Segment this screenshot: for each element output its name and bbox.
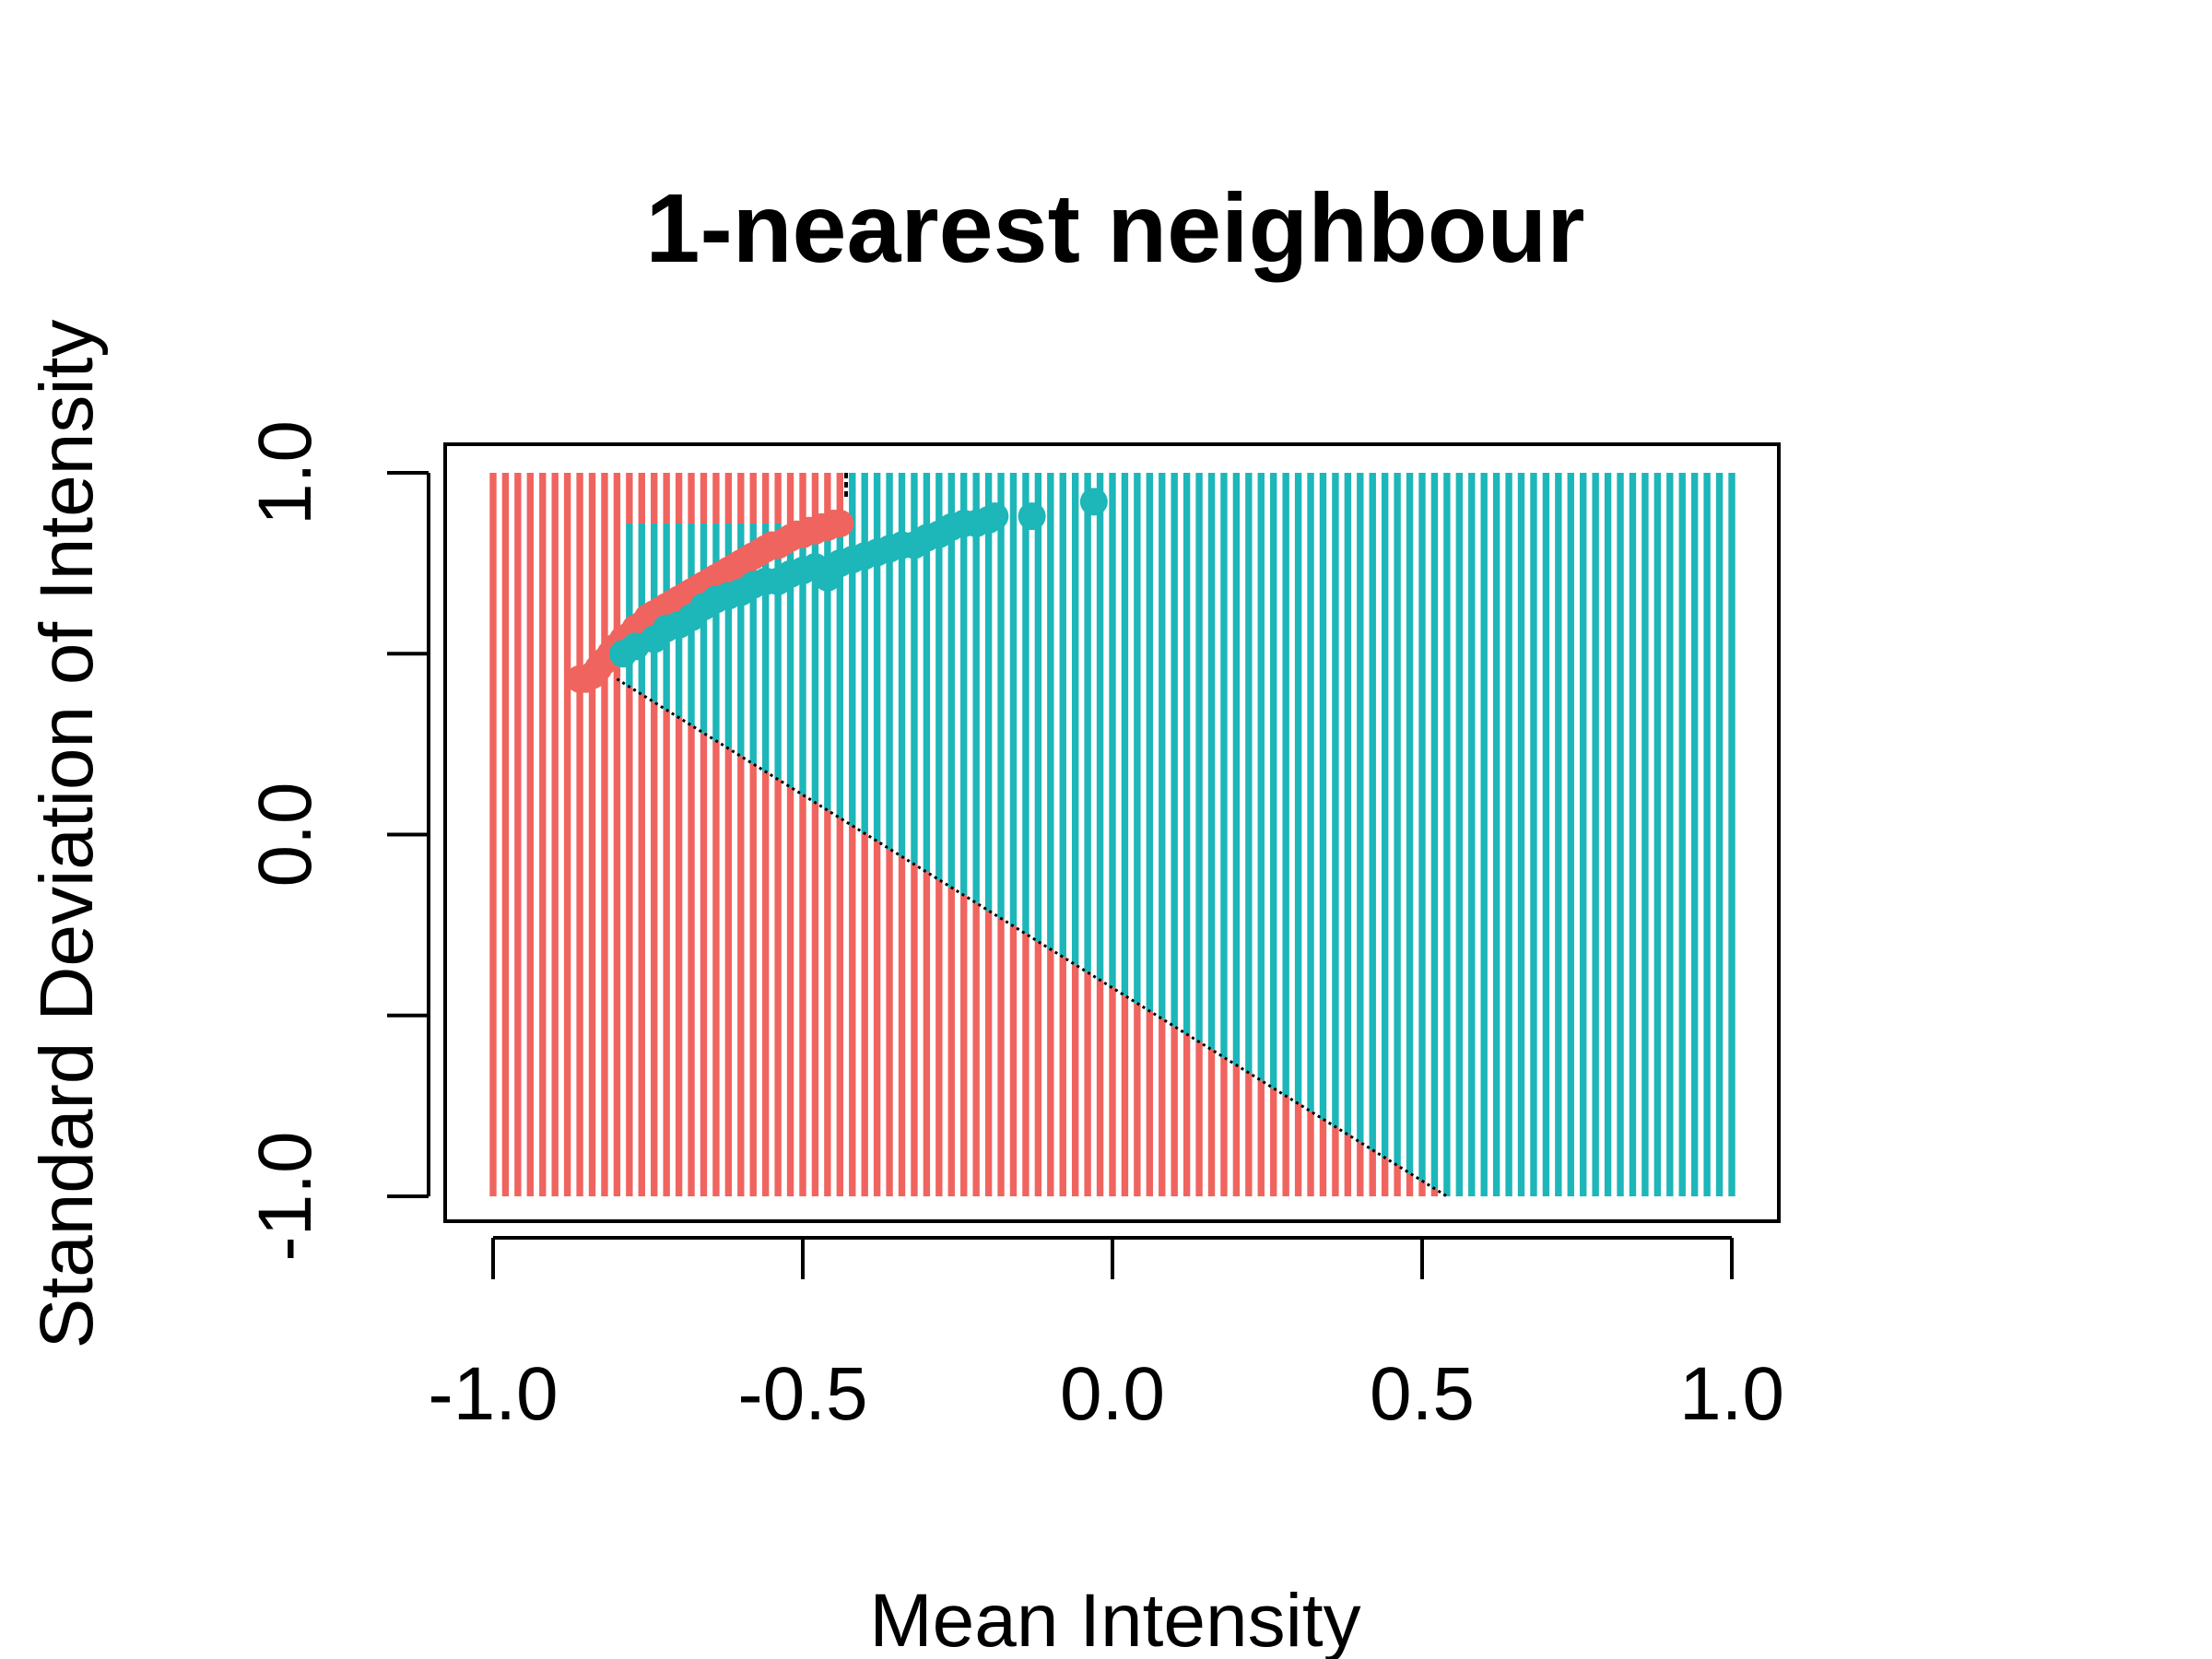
plot-frame xyxy=(443,442,1781,1223)
x-tick-label: -0.5 xyxy=(737,1352,867,1436)
data-points xyxy=(566,488,1108,693)
x-tick-label: 0.5 xyxy=(1370,1352,1475,1436)
y-tick-label: 1.0 xyxy=(243,420,327,525)
boundary-diagonal xyxy=(616,677,1448,1198)
y-tick-label: 0.0 xyxy=(243,782,327,888)
point-class-a xyxy=(826,509,854,537)
x-tick-label: -1.0 xyxy=(428,1352,558,1436)
decision-regions xyxy=(489,473,1735,1196)
decision-boundary xyxy=(616,473,1448,1198)
chart-title: 1-nearest neighbour xyxy=(646,174,1585,283)
point-class-b xyxy=(1079,488,1108,516)
y-axis-label: Standard Deviation of Intensity xyxy=(25,320,109,1349)
point-class-b xyxy=(981,502,1009,531)
y-tick-label: -1.0 xyxy=(243,1131,327,1261)
x-tick-label: 1.0 xyxy=(1679,1352,1784,1436)
x-axis-label: Mean Intensity xyxy=(869,1579,1360,1659)
axes: -1.0 -0.5 0.0 0.5 1.0 -1.0 0.0 1.0 xyxy=(243,420,1784,1436)
x-tick-label: 0.0 xyxy=(1060,1352,1165,1436)
point-class-b xyxy=(1018,502,1046,531)
